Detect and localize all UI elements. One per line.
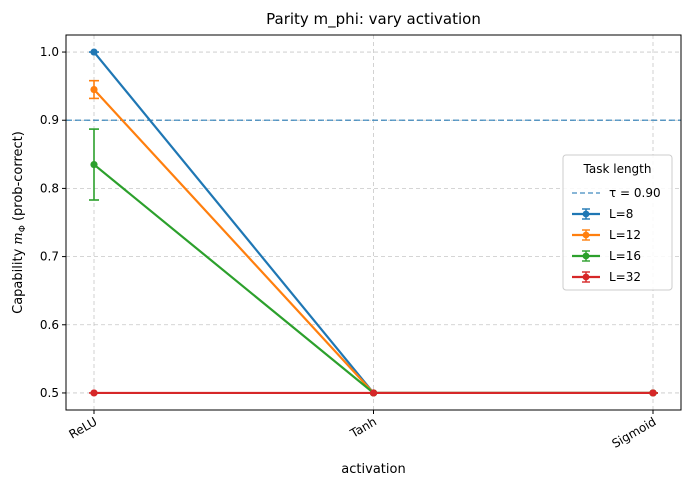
y-tick-label: 0.9 [40,113,59,127]
y-axis-label-suffix: (prob-correct) [11,131,26,225]
legend-series-label: L=32 [609,270,641,284]
legend-marker [582,273,590,281]
data-point [90,160,98,169]
legend-series-label: L=8 [609,207,633,221]
y-axis-label-prefix: Capability [11,245,26,314]
legend-series-label: L=12 [609,228,641,242]
y-tick-label: 0.6 [40,318,59,332]
legend-marker [582,252,590,260]
legend-series-label: L=16 [609,249,641,263]
data-point [649,389,657,397]
y-axis-label: Capability mΦ (prob-correct) [11,131,28,314]
chart-title: Parity m_phi: vary activation [266,10,481,29]
legend-threshold-label: τ = 0.90 [609,186,661,200]
y-axis-label-math: m [11,232,26,244]
legend-title: Task length [583,162,652,176]
y-tick-label: 0.5 [40,386,59,400]
data-point [369,389,378,397]
series-l32 [89,389,658,397]
data-point [90,48,98,56]
y-tick-label: 0.8 [40,181,59,195]
legend: Task length τ = 0.90 L=8 L=12 L=16 L=32 [562,154,673,291]
y-axis-label-subscript: Φ [18,225,28,232]
y-tick-label: 0.7 [40,250,59,264]
y-tick-label: 1.0 [40,45,59,59]
legend-marker [582,231,590,239]
x-axis-label: activation [341,462,405,477]
legend-marker [582,210,590,218]
series-layer [89,48,658,397]
data-point [90,85,98,94]
data-point [90,389,98,397]
